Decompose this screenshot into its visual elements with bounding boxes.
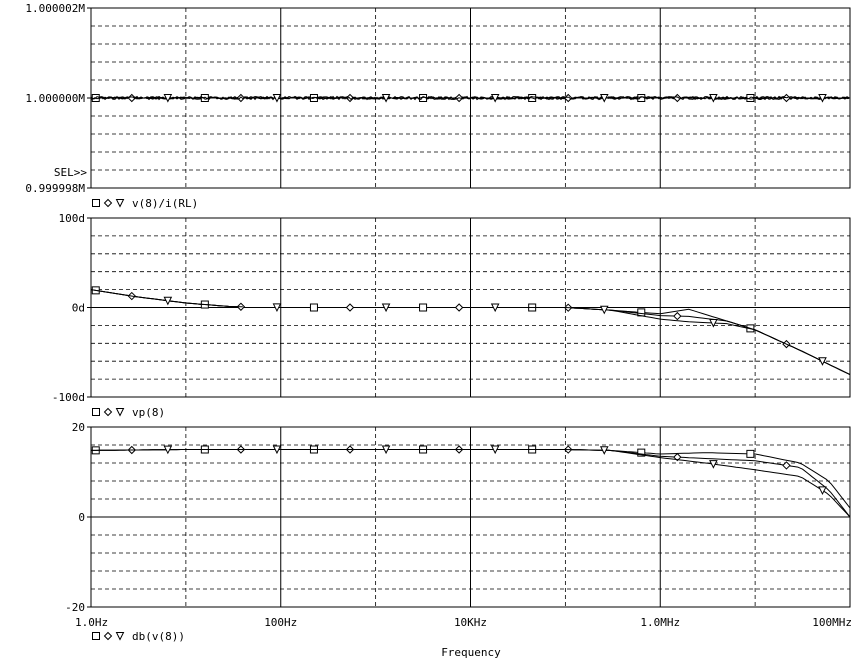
top-legend-label: v(8)/i(RL) bbox=[132, 197, 198, 210]
middle-y-tick-label: -100d bbox=[52, 391, 85, 404]
bottom-series-marker bbox=[490, 445, 500, 455]
top-series-marker bbox=[163, 94, 173, 103]
x-axis-title: Frequency bbox=[441, 646, 501, 659]
middle-series-marker bbox=[599, 305, 609, 315]
bottom-legend-label: db(v(8)) bbox=[132, 630, 185, 643]
top-y-tick-label: 0.999998M bbox=[25, 182, 85, 195]
middle-series-marker bbox=[490, 303, 500, 313]
middle-legend-marker bbox=[115, 408, 125, 417]
middle-legend-marker bbox=[92, 408, 100, 416]
x-tick-label: 10KHz bbox=[454, 616, 487, 629]
top-series-marker bbox=[381, 94, 391, 103]
bottom-legend-marker bbox=[92, 632, 100, 640]
bottom-series-marker bbox=[673, 452, 682, 462]
bottom-y-tick-label: 0 bbox=[78, 511, 85, 524]
bottom-series-marker bbox=[709, 460, 718, 469]
middle-series-marker bbox=[345, 303, 355, 312]
bottom-series-marker bbox=[782, 461, 791, 470]
bottom-series-marker bbox=[637, 448, 646, 457]
x-tick-label: 100MHz bbox=[812, 616, 852, 629]
top-legend-marker bbox=[92, 199, 100, 207]
top-series-marker bbox=[490, 94, 500, 103]
middle-legend-marker bbox=[103, 407, 113, 417]
top-series-marker bbox=[127, 93, 137, 103]
top-series-marker bbox=[818, 94, 827, 103]
middle-series-marker bbox=[309, 303, 318, 312]
bottom-series-marker bbox=[163, 445, 173, 455]
bottom-series-marker bbox=[599, 446, 609, 455]
bottom-y-tick-label: 20 bbox=[72, 421, 85, 434]
top-series-marker bbox=[272, 94, 282, 103]
top-legend-marker bbox=[115, 199, 125, 208]
bottom-legend-marker bbox=[103, 631, 113, 641]
middle-series-marker bbox=[419, 303, 428, 312]
panels: 1.000002M 1.000000M 0.999998M SEL>> v(8)/i(R… bbox=[25, 2, 852, 643]
top-series-marker bbox=[599, 94, 609, 103]
top-y-tick-label: 1.000000M bbox=[25, 92, 85, 105]
bottom-series-marker bbox=[381, 445, 391, 455]
top-series-line bbox=[90, 95, 850, 101]
top-series-marker bbox=[236, 93, 246, 103]
middle-series-marker bbox=[818, 357, 827, 366]
x-tick-label: 1.0MHz bbox=[640, 616, 680, 629]
middle-series-marker bbox=[381, 303, 391, 313]
bottom-y-tick-label: -20 bbox=[65, 601, 85, 614]
middle-series-marker bbox=[709, 318, 718, 328]
top-series-marker bbox=[709, 94, 718, 103]
middle-series-line bbox=[470, 307, 851, 376]
bottom-series-line bbox=[91, 449, 851, 518]
middle-y-tick-label: 0d bbox=[72, 302, 85, 315]
bottom-legend-marker bbox=[115, 632, 125, 641]
bottom-series-marker bbox=[272, 445, 282, 455]
middle-series-marker bbox=[454, 303, 464, 312]
x-tick-label: 100Hz bbox=[264, 616, 297, 629]
middle-series-marker bbox=[272, 303, 282, 313]
top-series-marker bbox=[564, 93, 573, 103]
x-tick-label: 1.0Hz bbox=[75, 616, 108, 629]
middle-series-marker bbox=[163, 296, 173, 306]
middle-legend-label: vp(8) bbox=[132, 406, 165, 419]
middle-series-marker bbox=[673, 311, 682, 321]
middle-y-tick-label: 100d bbox=[59, 212, 86, 225]
bottom-series-marker bbox=[818, 486, 827, 496]
top-y-tick-label: 1.000002M bbox=[25, 2, 85, 15]
sel-marker: SEL>> bbox=[54, 166, 87, 179]
top-legend-marker bbox=[103, 198, 113, 208]
bottom-series-marker bbox=[746, 449, 755, 458]
